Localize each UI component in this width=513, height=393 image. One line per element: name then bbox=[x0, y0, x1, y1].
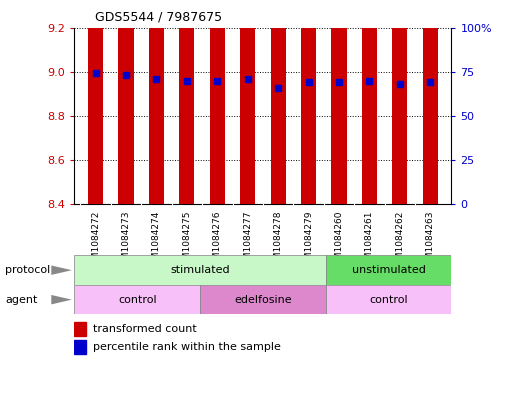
Polygon shape bbox=[51, 295, 72, 304]
Polygon shape bbox=[51, 266, 72, 275]
Bar bbox=[392, 0, 407, 204]
Bar bbox=[74, 285, 200, 314]
Bar bbox=[119, 0, 134, 204]
Text: control: control bbox=[369, 295, 408, 305]
Bar bbox=[74, 340, 86, 354]
Bar bbox=[240, 0, 255, 204]
Bar bbox=[149, 0, 164, 204]
Text: stimulated: stimulated bbox=[170, 265, 230, 275]
Bar bbox=[179, 0, 194, 204]
Text: unstimulated: unstimulated bbox=[351, 265, 426, 275]
Bar bbox=[200, 285, 326, 314]
Text: percentile rank within the sample: percentile rank within the sample bbox=[93, 342, 281, 352]
Bar bbox=[270, 0, 286, 204]
Text: GSM1084276: GSM1084276 bbox=[213, 211, 222, 271]
Bar bbox=[326, 285, 451, 314]
Text: GSM1084262: GSM1084262 bbox=[395, 211, 404, 271]
Text: control: control bbox=[118, 295, 156, 305]
Bar bbox=[74, 322, 86, 336]
Text: GSM1084272: GSM1084272 bbox=[91, 211, 100, 271]
Text: GSM1084279: GSM1084279 bbox=[304, 211, 313, 271]
Bar bbox=[326, 255, 451, 285]
Bar bbox=[362, 0, 377, 204]
Bar bbox=[210, 0, 225, 204]
Text: GSM1084260: GSM1084260 bbox=[334, 211, 343, 271]
Text: GSM1084261: GSM1084261 bbox=[365, 211, 374, 271]
Bar bbox=[423, 0, 438, 204]
Text: GSM1084274: GSM1084274 bbox=[152, 211, 161, 271]
Text: GSM1084263: GSM1084263 bbox=[426, 211, 435, 271]
Bar bbox=[74, 255, 326, 285]
Text: GDS5544 / 7987675: GDS5544 / 7987675 bbox=[95, 11, 222, 24]
Text: protocol: protocol bbox=[5, 265, 50, 275]
Bar bbox=[88, 0, 103, 204]
Text: GSM1084277: GSM1084277 bbox=[243, 211, 252, 271]
Bar bbox=[331, 0, 347, 204]
Text: edelfosine: edelfosine bbox=[234, 295, 292, 305]
Text: GSM1084273: GSM1084273 bbox=[122, 211, 131, 271]
Text: GSM1084275: GSM1084275 bbox=[183, 211, 191, 271]
Bar bbox=[301, 0, 316, 204]
Text: GSM1084278: GSM1084278 bbox=[273, 211, 283, 271]
Text: agent: agent bbox=[5, 295, 37, 305]
Text: transformed count: transformed count bbox=[93, 324, 197, 334]
